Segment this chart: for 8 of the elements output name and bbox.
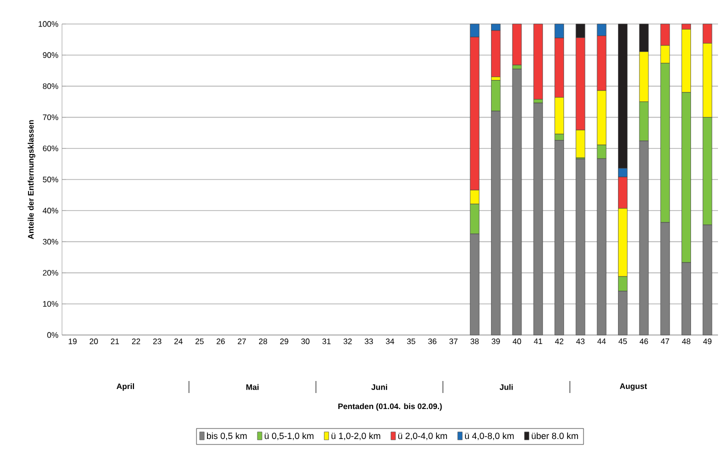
legend-label: ü 1,0-2,0 km [332,432,380,440]
legend-label: über 8.0 km [532,432,578,440]
legend-label: ü 0,5-1,0 km [264,432,314,440]
bar [512,24,522,66]
legend-label: ü 2,0-4,0 km [398,432,447,440]
bar [533,24,543,100]
legend-label: ü 4,0-8,0 km [465,432,514,440]
legend-label: bis 0,5 km [206,432,247,440]
